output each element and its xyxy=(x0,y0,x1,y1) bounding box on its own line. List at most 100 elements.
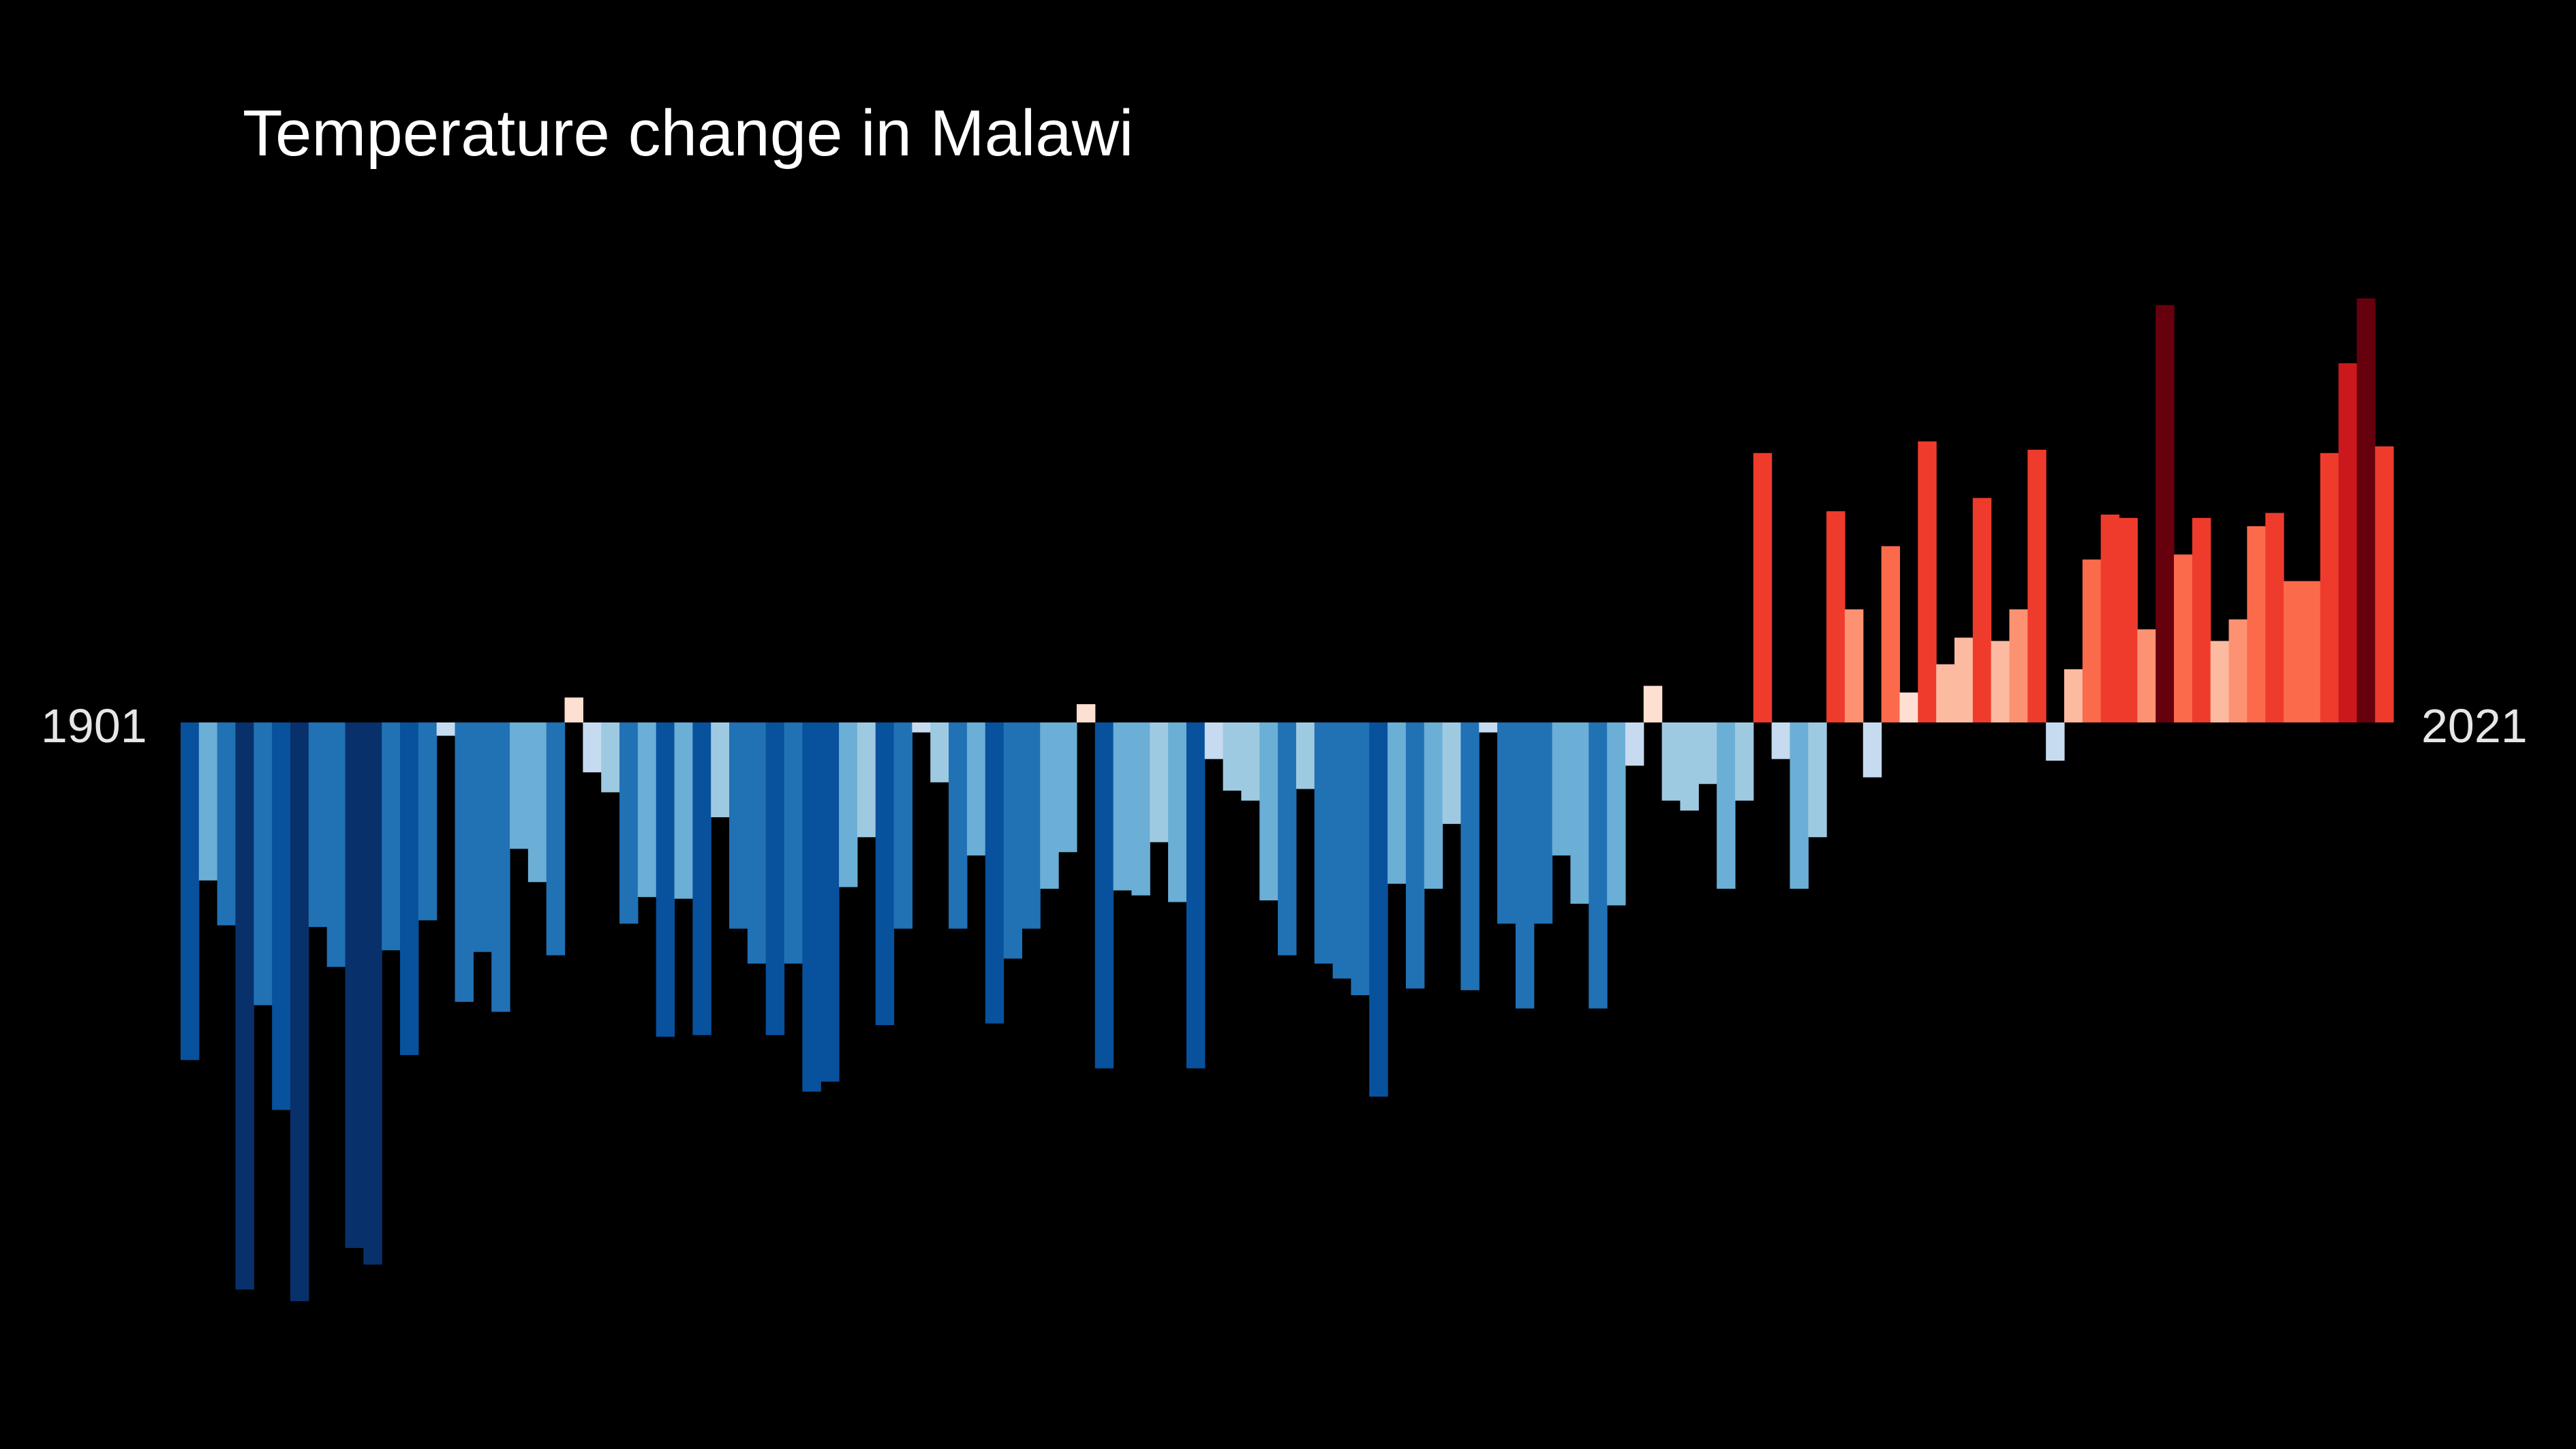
bar-1941 xyxy=(912,722,931,733)
bar-2021 xyxy=(2375,446,2394,722)
bar-1951 xyxy=(1094,722,1114,1069)
bar-1971 xyxy=(1460,722,1479,990)
bar-1928 xyxy=(674,722,693,899)
bar-1983 xyxy=(1680,722,1699,811)
bar-1933 xyxy=(765,722,785,1035)
bar-2008 xyxy=(2137,629,2156,722)
bar-1981 xyxy=(1643,686,1663,722)
bar-1901 xyxy=(181,722,200,1061)
bar-1953 xyxy=(1131,722,1150,896)
bar-1922 xyxy=(564,697,583,722)
bar-2006 xyxy=(2100,515,2120,722)
bar-1942 xyxy=(930,722,949,782)
bar-1945 xyxy=(985,722,1005,1024)
bar-1995 xyxy=(1899,692,1918,722)
bar-1980 xyxy=(1625,722,1644,766)
bar-1926 xyxy=(637,722,657,898)
bar-2009 xyxy=(2156,305,2175,722)
bar-1929 xyxy=(692,722,711,1035)
bar-1931 xyxy=(729,722,748,929)
bar-1940 xyxy=(893,722,913,929)
bar-1968 xyxy=(1405,722,1425,989)
bar-1992 xyxy=(1844,609,1864,722)
bar-1990 xyxy=(1808,722,1827,838)
bar-2018 xyxy=(2320,453,2340,722)
bar-1994 xyxy=(1881,546,1901,722)
bar-1954 xyxy=(1150,722,1169,842)
bar-1918 xyxy=(491,722,510,1012)
bar-1919 xyxy=(510,722,529,849)
bar-1924 xyxy=(601,722,620,793)
bar-1938 xyxy=(857,722,876,838)
bar-2014 xyxy=(2247,526,2266,722)
bar-1975 xyxy=(1533,722,1553,924)
bar-1914 xyxy=(418,722,438,921)
chart-title: Temperature change in Malawi xyxy=(243,97,1134,170)
bar-1962 xyxy=(1295,722,1315,789)
bar-1959 xyxy=(1241,722,1260,801)
bar-1972 xyxy=(1479,722,1498,733)
bar-1921 xyxy=(546,722,566,956)
bar-1927 xyxy=(656,722,675,1037)
bar-1986 xyxy=(1734,722,1754,801)
bar-1937 xyxy=(839,722,858,887)
bar-1906 xyxy=(272,722,291,1110)
bar-1939 xyxy=(875,722,895,1026)
bar-1997 xyxy=(1936,664,1955,722)
bar-1912 xyxy=(382,722,401,951)
bar-2000 xyxy=(1991,641,2010,722)
bar-1952 xyxy=(1113,722,1132,891)
bar-1988 xyxy=(1771,722,1791,759)
bar-1944 xyxy=(966,722,986,856)
bar-2001 xyxy=(2009,609,2028,722)
bar-2020 xyxy=(2357,298,2376,722)
bar-2002 xyxy=(2027,449,2046,722)
bar-1966 xyxy=(1369,722,1388,1097)
bar-1969 xyxy=(1424,722,1443,889)
bar-1963 xyxy=(1314,722,1334,964)
bar-1987 xyxy=(1753,453,1773,722)
bar-1930 xyxy=(711,722,730,818)
bar-1934 xyxy=(784,722,803,964)
bar-2015 xyxy=(2265,513,2284,722)
bar-1905 xyxy=(254,722,273,1005)
bar-1916 xyxy=(455,722,474,1002)
bar-2010 xyxy=(2173,554,2193,722)
bar-1908 xyxy=(308,722,328,928)
bar-1932 xyxy=(747,722,767,964)
bar-2004 xyxy=(2064,669,2083,722)
bar-1956 xyxy=(1186,722,1206,1069)
x-axis-end-label: 2021 xyxy=(2421,699,2528,752)
bar-2007 xyxy=(2119,517,2138,722)
bar-2011 xyxy=(2192,517,2211,722)
bar-1935 xyxy=(802,722,821,1092)
bar-2019 xyxy=(2338,363,2357,722)
bar-1947 xyxy=(1022,722,1041,929)
bar-2012 xyxy=(2210,641,2230,722)
bar-1999 xyxy=(1972,498,1992,722)
bar-1946 xyxy=(1003,722,1022,959)
bar-1902 xyxy=(198,722,218,881)
bar-1923 xyxy=(583,722,602,773)
bar-2013 xyxy=(2228,619,2248,722)
bar-1970 xyxy=(1442,722,1462,824)
bar-1960 xyxy=(1259,722,1278,901)
bar-1903 xyxy=(217,722,236,926)
bar-1917 xyxy=(473,722,492,952)
bars-group xyxy=(181,298,2394,1302)
bar-1977 xyxy=(1570,722,1589,904)
bar-1909 xyxy=(326,722,346,967)
bar-2003 xyxy=(2046,722,2065,761)
bar-1958 xyxy=(1223,722,1242,791)
bar-1936 xyxy=(821,722,840,1082)
bar-1978 xyxy=(1589,722,1608,1009)
bar-1967 xyxy=(1387,722,1407,884)
bar-1985 xyxy=(1717,722,1736,889)
bar-1996 xyxy=(1918,441,1937,722)
bar-1965 xyxy=(1351,722,1370,996)
bar-1943 xyxy=(949,722,968,929)
bar-1993 xyxy=(1862,722,1882,778)
bar-1984 xyxy=(1698,722,1717,784)
bar-1920 xyxy=(527,722,547,883)
